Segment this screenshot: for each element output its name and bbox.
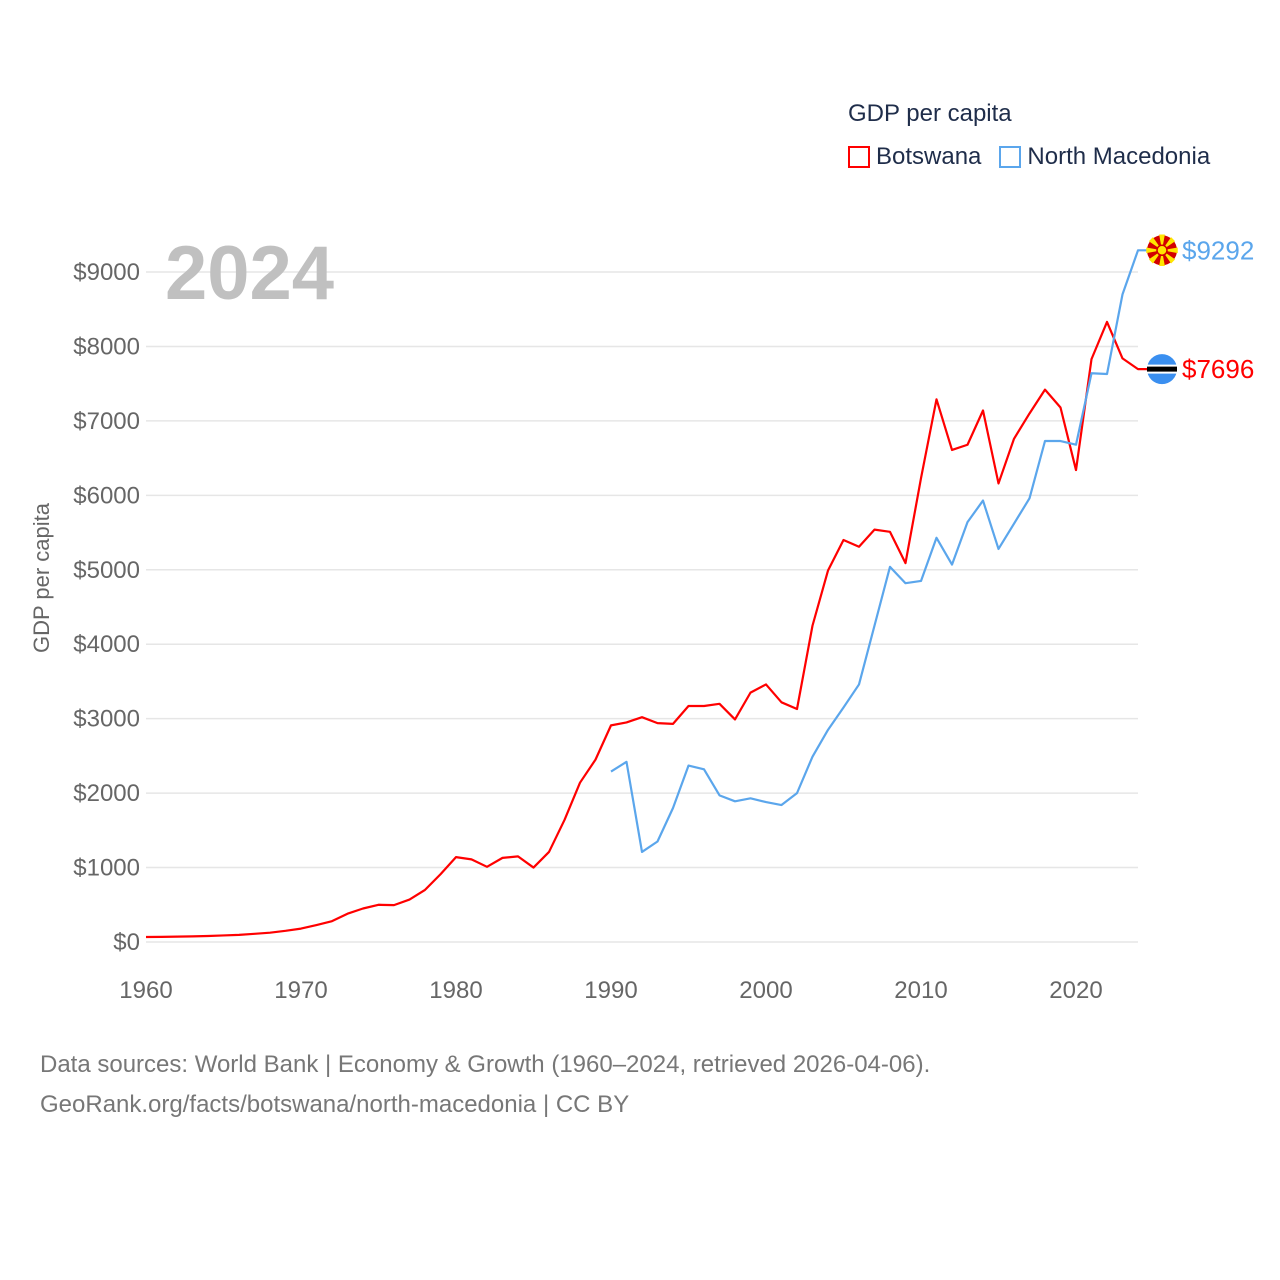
series-line-north-macedonia [610, 249, 1147, 854]
year-label: 2024 [165, 231, 335, 316]
y-tick-label: $8000 [73, 333, 140, 360]
y-tick-label: $4000 [73, 631, 140, 658]
footer: Data sources: World Bank | Economy & Gro… [40, 1045, 930, 1125]
legend-swatch [999, 146, 1022, 168]
x-tick-label: 2000 [739, 977, 792, 1004]
flag-ray [1159, 250, 1165, 267]
y-tick-label: $2000 [73, 780, 140, 807]
legend-title: GDP per capita [848, 100, 1012, 127]
y-tick-label: $5000 [73, 557, 140, 584]
y-tick-label: $9000 [73, 259, 140, 286]
end-value-label: $9292 [1182, 235, 1254, 265]
flag-ray [1159, 234, 1165, 251]
y-tick-label: $1000 [73, 855, 140, 882]
end-value-label: $7696 [1182, 354, 1254, 384]
x-tick-label: 1960 [119, 977, 172, 1004]
x-tick-label: 1970 [274, 977, 327, 1004]
y-tick-label: $0 [113, 929, 140, 956]
y-tick-label: $3000 [73, 706, 140, 733]
x-tick-label: 1990 [584, 977, 637, 1004]
x-tick-label: 2010 [894, 977, 947, 1004]
legend-label: North Macedonia [1027, 143, 1211, 170]
x-tick-label: 2020 [1049, 977, 1102, 1004]
y-axis-label: GDP per capita [29, 502, 54, 654]
legend-swatch [848, 146, 870, 168]
flag-sun [1156, 244, 1168, 257]
data-source-text: Data sources: World Bank | Economy & Gro… [40, 1051, 931, 1078]
legend-item-north-macedonia[interactable]: North Macedonia [999, 143, 1210, 171]
legend-item-botswana[interactable]: Botswana [848, 143, 981, 171]
flag-ray [1162, 247, 1178, 254]
x-tick-label: 1980 [429, 977, 482, 1004]
flag-ray [1146, 247, 1162, 254]
series-line-botswana [145, 320, 1147, 939]
legend: Botswana North Macedonia [848, 143, 1210, 171]
legend-label: Botswana [876, 143, 982, 170]
source-link[interactable]: GeoRank.org/facts/botswana/north-macedon… [40, 1091, 630, 1118]
y-tick-label: $6000 [73, 482, 140, 509]
y-tick-label: $7000 [73, 408, 140, 435]
flag-stripe [1147, 366, 1177, 372]
